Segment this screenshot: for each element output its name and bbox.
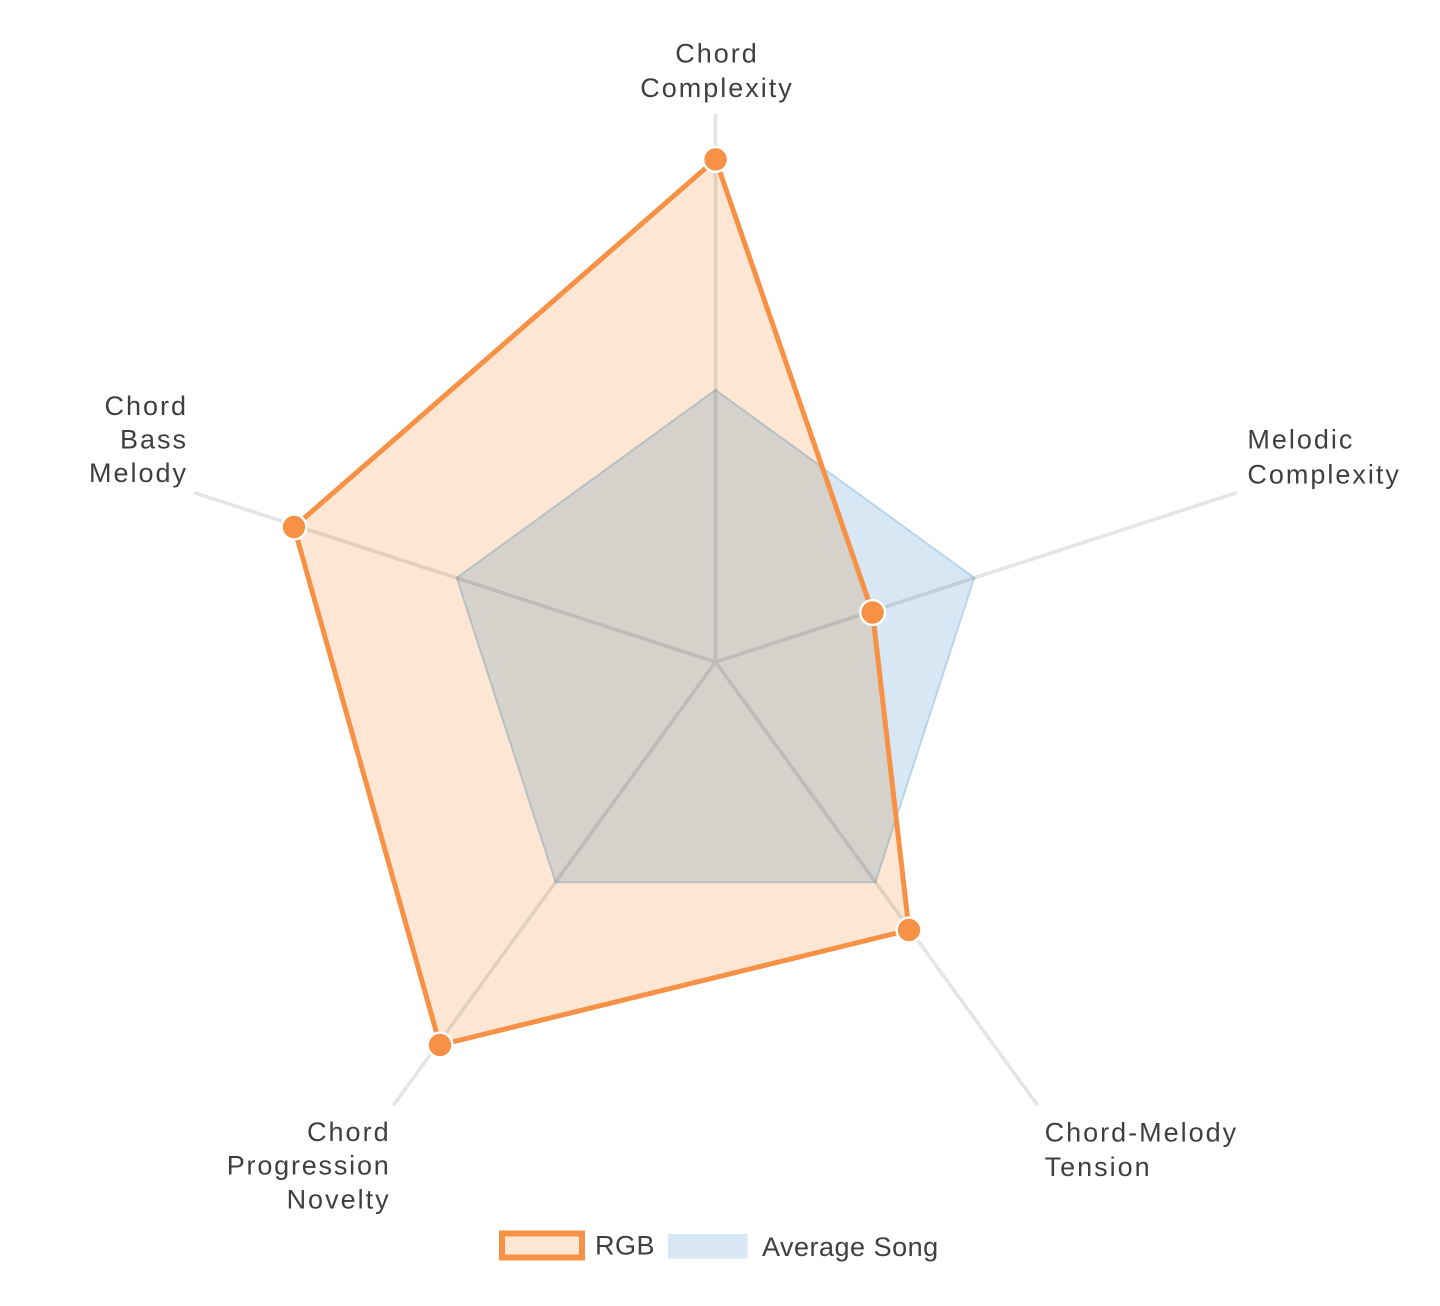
svg-text:Bass: Bass	[120, 425, 188, 455]
svg-text:Progression: Progression	[227, 1151, 391, 1181]
svg-text:RGB: RGB	[595, 1231, 655, 1261]
svg-text:Average Song: Average Song	[762, 1232, 939, 1262]
svg-text:Novelty: Novelty	[287, 1185, 391, 1215]
svg-text:Chord-Melody: Chord-Melody	[1045, 1118, 1239, 1148]
svg-text:Tension: Tension	[1045, 1152, 1152, 1182]
svg-text:Chord: Chord	[675, 39, 759, 69]
svg-text:Chord: Chord	[104, 391, 188, 421]
svg-text:Complexity: Complexity	[640, 73, 794, 103]
svg-text:Melody: Melody	[89, 458, 188, 488]
svg-text:Complexity: Complexity	[1247, 459, 1401, 489]
svg-text:Chord: Chord	[307, 1117, 391, 1147]
svg-text:Melodic: Melodic	[1247, 425, 1354, 455]
